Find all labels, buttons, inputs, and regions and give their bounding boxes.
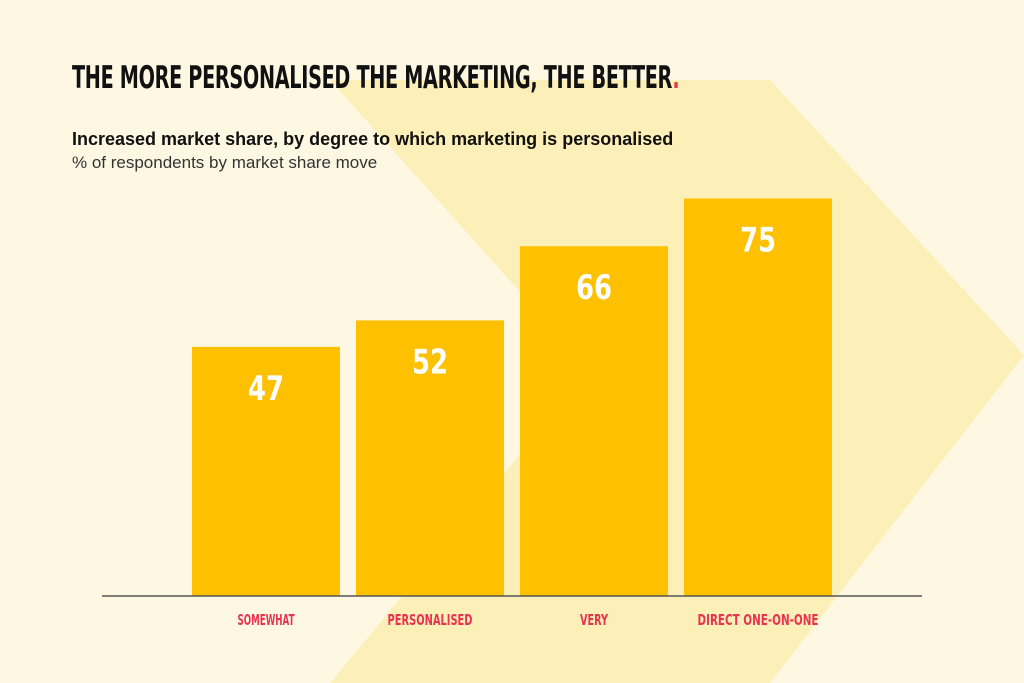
page-title-text: THE MORE PERSONALISED THE MARKETING, THE… bbox=[72, 60, 673, 96]
page-title-accent-dot: . bbox=[672, 60, 680, 96]
chart-unit-note: % of respondents by market share move bbox=[72, 153, 378, 172]
category-label: VERY bbox=[580, 611, 609, 629]
chart-subtitle: Increased market share, by degree to whi… bbox=[72, 129, 674, 149]
category-labels-group: SOMEWHAT PERSONALISED VERY DIRECT ONE-ON-ON… bbox=[238, 611, 819, 629]
bar-3 bbox=[520, 246, 668, 596]
bar-value-label: 52 bbox=[412, 342, 448, 382]
bar-value-label: 47 bbox=[248, 369, 284, 409]
bar-value-label: 75 bbox=[740, 221, 776, 261]
bars-group bbox=[192, 198, 832, 596]
value-labels-group: 47 52 66 75 bbox=[248, 221, 776, 409]
category-label: PERSONALISED bbox=[388, 611, 473, 629]
bar-4 bbox=[684, 198, 832, 596]
category-label: DIRECT ONE-ON-ONE bbox=[698, 611, 819, 629]
category-label: SOMEWHAT bbox=[238, 611, 295, 629]
bar-value-label: 66 bbox=[576, 268, 612, 308]
page-title: THE MORE PERSONALISED THE MARKETING, THE… bbox=[72, 58, 680, 98]
bar-1 bbox=[192, 346, 340, 596]
bar-2 bbox=[356, 320, 504, 596]
